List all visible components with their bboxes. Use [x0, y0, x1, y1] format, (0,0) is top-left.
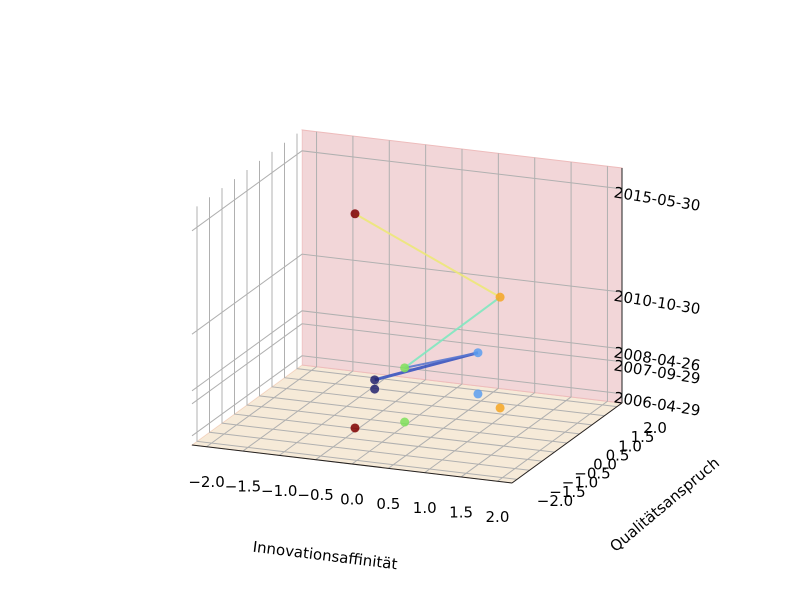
line-segment — [354, 212, 501, 299]
grid-line — [221, 188, 543, 462]
grid-line — [284, 142, 605, 417]
line-segment — [404, 351, 479, 369]
grid-line — [246, 170, 568, 444]
grid-line — [388, 153, 499, 469]
grid-line — [209, 197, 530, 471]
z-tick-label: 2015-05-30 — [613, 183, 702, 214]
x-tick-label: 0.0 — [340, 491, 364, 509]
grid-line — [259, 160, 580, 435]
x-tick-label: −1.5 — [225, 478, 261, 496]
grid-line — [191, 323, 623, 405]
y-tick-label: −1.0 — [562, 474, 598, 492]
grid-line — [497, 166, 608, 482]
floor-shadow — [495, 403, 505, 413]
grid-line — [424, 157, 536, 474]
floor-shadow — [400, 417, 410, 427]
grid-line — [271, 151, 593, 426]
z-tick-label: 2006-04-29 — [613, 388, 702, 419]
y-tick-label: 1.5 — [631, 428, 655, 446]
x-tick-label: 0.5 — [376, 495, 400, 513]
grid-line — [191, 310, 623, 392]
z-tick-label: 2010-10-30 — [613, 287, 702, 318]
y-tick-label: 0.0 — [593, 456, 617, 474]
floor-shadow — [370, 384, 380, 394]
x-tick-label: 1.5 — [449, 503, 473, 521]
point — [370, 375, 380, 385]
x-axis — [191, 444, 513, 484]
x-tick-label: −2.0 — [188, 473, 224, 491]
grid-line — [315, 144, 427, 461]
line-segment — [404, 296, 501, 369]
point — [495, 292, 505, 302]
grid-line — [191, 150, 623, 232]
grid-line — [296, 133, 618, 408]
y-tick-label: −1.5 — [549, 483, 585, 501]
x-tick-label: −1.0 — [261, 482, 297, 500]
grid-line — [460, 161, 572, 478]
grid-line — [206, 131, 318, 448]
x-tick-label: 2.0 — [486, 508, 510, 526]
y-tick-label: 1.0 — [618, 437, 642, 455]
y-tick-label: 2.0 — [643, 419, 667, 437]
x-tick-label: −0.5 — [297, 486, 333, 504]
grid-line — [191, 253, 623, 335]
y-tick-label: −2.0 — [537, 492, 573, 510]
grid-line — [191, 355, 623, 437]
point — [473, 348, 483, 358]
point — [350, 209, 360, 219]
y-axis — [511, 402, 623, 484]
x-axis-label: Innovationsaffinität — [252, 538, 399, 574]
grid-line — [234, 179, 555, 453]
y-tick-label: 0.5 — [606, 446, 630, 464]
grid-line — [351, 149, 463, 465]
x-tick-label: 1.0 — [413, 499, 437, 517]
y-tick-label: −0.5 — [574, 465, 610, 483]
grid-line — [196, 206, 518, 480]
floor-shadow — [350, 423, 360, 433]
floor-shadow — [473, 389, 483, 399]
y-axis-label: Qualitätsanspruch — [606, 454, 723, 556]
point — [400, 363, 410, 373]
